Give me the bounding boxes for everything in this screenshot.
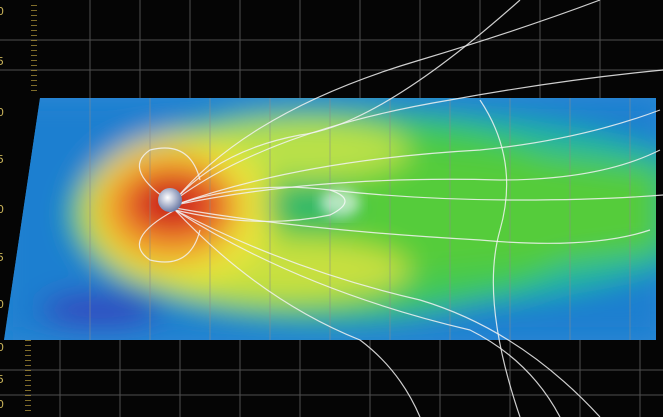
edge-label: 5 [0,251,4,264]
edge-label: 0 [0,298,4,311]
earth [158,188,182,212]
glow [320,189,360,217]
edge-label: 0 [0,203,4,216]
edge-label: 0 [0,398,4,411]
edge-label: 5 [0,373,4,386]
field-lines [139,0,663,417]
simulation-plane [4,98,656,340]
edge-label: 0 [0,341,4,354]
edge-labels: 0 5 0 5 0 5 0 0 5 0 [0,5,4,411]
edge-label: 5 [0,153,4,166]
edge-label: 0 [0,106,4,119]
edge-label: 5 [0,55,4,68]
edge-label: 0 [0,5,4,18]
